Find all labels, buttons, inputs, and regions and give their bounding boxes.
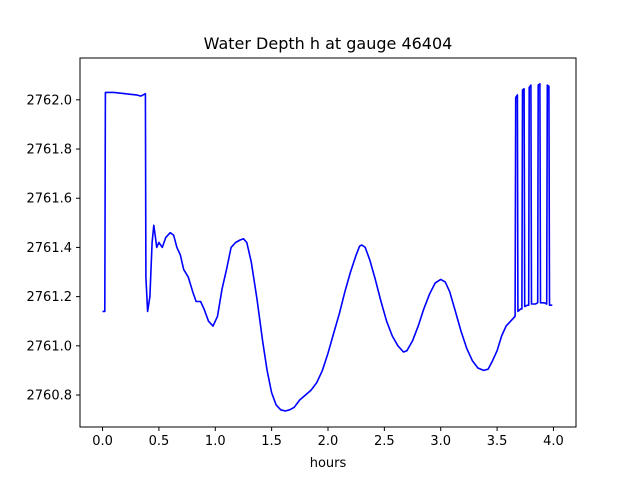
x-tick-label: 1.5 — [261, 434, 282, 449]
x-tick-label: 0.0 — [92, 434, 113, 449]
series-line-0 — [102, 83, 553, 412]
x-tick-label: 2.0 — [318, 434, 339, 449]
x-tick-label: 3.5 — [487, 434, 508, 449]
y-tick-label: 2761.6 — [27, 192, 73, 207]
y-tick-label: 2761.0 — [27, 339, 73, 354]
x-axis-label: hours — [310, 456, 347, 471]
x-tick-label: 3.0 — [430, 434, 451, 449]
plot-area — [102, 83, 553, 412]
x-axis-ticks: 0.0 0.5 1.0 1.5 2.0 2.5 3.0 3.5 4.0 — [92, 427, 564, 449]
chart-title: Water Depth h at gauge 46404 — [204, 34, 453, 53]
y-tick-label: 2761.4 — [27, 241, 73, 256]
y-tick-label: 2761.2 — [27, 290, 73, 305]
x-tick-label: 1.0 — [205, 434, 226, 449]
y-axis-ticks: 2760.8 2761.0 2761.2 2761.4 2761.6 2761.8 2762… — [27, 93, 80, 404]
x-tick-label: 0.5 — [149, 434, 170, 449]
y-tick-label: 2762.0 — [27, 93, 73, 108]
y-tick-label: 2760.8 — [27, 389, 73, 404]
x-tick-label: 2.5 — [374, 434, 395, 449]
x-tick-label: 4.0 — [543, 434, 564, 449]
axes-frame — [79, 57, 577, 428]
y-tick-label: 2761.8 — [27, 143, 73, 158]
